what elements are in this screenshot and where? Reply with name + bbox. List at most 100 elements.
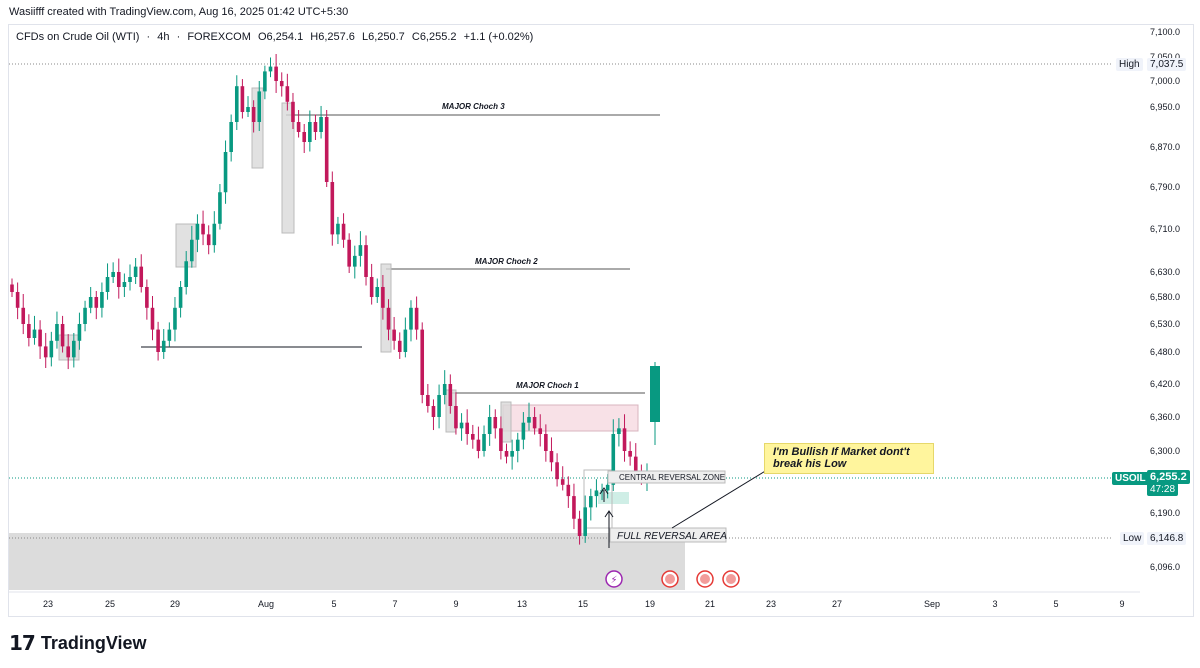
choch1-label[interactable]: MAJOR Choch 1 <box>516 381 579 390</box>
bullish-note[interactable]: I'm Bullish If Market dont't break his L… <box>764 443 934 474</box>
candle-body[interactable] <box>527 417 531 423</box>
last-candle-body[interactable] <box>650 366 660 422</box>
candle-body[interactable] <box>555 462 559 480</box>
candle-body[interactable] <box>572 496 576 519</box>
candle-body[interactable] <box>504 451 509 457</box>
candle-body[interactable] <box>431 406 436 417</box>
candle-body[interactable] <box>499 428 503 451</box>
candle-body[interactable] <box>251 107 256 122</box>
candle-body[interactable] <box>122 282 127 287</box>
candle-body[interactable] <box>381 287 385 308</box>
candle-body[interactable] <box>544 434 548 451</box>
price-chart[interactable]: MAJOR Choch 3 MAJOR Choch 2 MAJOR Choch … <box>0 0 1200 620</box>
candle-body[interactable] <box>274 66 278 81</box>
supply-zone[interactable] <box>502 404 639 432</box>
candle-body[interactable] <box>549 451 554 463</box>
time-axis[interactable]: 23 25 29 Aug 5 7 9 13 15 19 21 23 27 Sep 3 5 9 <box>43 599 1125 609</box>
candle-body[interactable] <box>43 346 48 358</box>
candle-body[interactable] <box>212 223 217 246</box>
candle-body[interactable] <box>150 307 155 330</box>
candle-body[interactable] <box>420 329 425 395</box>
candle-body[interactable] <box>296 122 301 132</box>
symbol-header[interactable]: CFDs on Crude Oil (WTI) · 4h · FOREXCOM … <box>16 31 537 43</box>
candle-body[interactable] <box>336 223 340 235</box>
candle-body[interactable] <box>628 451 632 457</box>
candle-body[interactable] <box>49 340 54 358</box>
candle-body[interactable] <box>487 417 492 434</box>
candle-body[interactable] <box>409 307 413 330</box>
candle-body[interactable] <box>94 297 99 308</box>
candle-body[interactable] <box>313 122 318 132</box>
candle-body[interactable] <box>88 297 93 308</box>
candle-body[interactable] <box>347 239 351 267</box>
candle-body[interactable] <box>397 340 402 352</box>
candle-body[interactable] <box>589 496 593 508</box>
price-axis[interactable]: 7,100.0 7,050.0 7,000.0 6,950.0 6,870.0 6,790… <box>1150 27 1180 572</box>
candle-body[interactable] <box>459 422 464 429</box>
candle-body[interactable] <box>246 107 250 112</box>
candle-body[interactable] <box>100 292 104 308</box>
candle-body[interactable] <box>240 86 245 112</box>
candle-body[interactable] <box>156 329 160 352</box>
candle-body[interactable] <box>364 245 368 277</box>
candle-body[interactable] <box>560 479 565 485</box>
symbol-name[interactable]: CFDs on Crude Oil (WTI) <box>16 31 140 43</box>
candle-body[interactable] <box>111 272 115 277</box>
candle-body[interactable] <box>386 307 391 330</box>
candle-body[interactable] <box>128 277 132 282</box>
candle-body[interactable] <box>392 329 396 341</box>
candle-body[interactable] <box>72 340 76 358</box>
candle-body[interactable] <box>622 428 627 451</box>
candle-body[interactable] <box>324 117 329 182</box>
candle-body[interactable] <box>617 428 621 434</box>
candle-body[interactable] <box>133 266 138 277</box>
symbol-tag[interactable]: USOIL <box>1112 472 1149 485</box>
reversal-zone-box[interactable] <box>598 492 629 504</box>
candle-body[interactable] <box>330 182 335 235</box>
candle-body[interactable] <box>414 307 419 330</box>
candle-body[interactable] <box>38 329 42 347</box>
candle-body[interactable] <box>27 324 31 338</box>
candle-body[interactable] <box>105 277 110 292</box>
candle-body[interactable] <box>566 484 571 497</box>
candle-body[interactable] <box>234 86 239 122</box>
candle-body[interactable] <box>195 223 200 240</box>
candle-body[interactable] <box>482 434 486 451</box>
candle-body[interactable] <box>577 518 582 536</box>
candle-body[interactable] <box>448 384 453 406</box>
candle-body[interactable] <box>633 456 638 474</box>
candle-body[interactable] <box>403 329 408 352</box>
candle-body[interactable] <box>229 122 233 152</box>
candle-body[interactable] <box>521 422 526 440</box>
candle-body[interactable] <box>465 422 469 434</box>
choch3-label[interactable]: MAJOR Choch 3 <box>442 102 505 111</box>
candle-body[interactable] <box>66 346 70 358</box>
candle-body[interactable] <box>201 223 205 235</box>
choch2-label[interactable]: MAJOR Choch 2 <box>475 257 538 266</box>
candle-body[interactable] <box>139 266 144 287</box>
candle-body[interactable] <box>173 307 177 330</box>
candle-body[interactable] <box>55 324 59 341</box>
candle-body[interactable] <box>190 239 194 262</box>
candle-body[interactable] <box>83 307 87 324</box>
candle-body[interactable] <box>308 122 312 142</box>
candle-body[interactable] <box>285 86 290 102</box>
candle-body[interactable] <box>302 132 307 142</box>
candle-body[interactable] <box>470 434 475 440</box>
candle-body[interactable] <box>476 439 481 451</box>
candle-body[interactable] <box>352 255 357 267</box>
candle-body[interactable] <box>21 307 26 324</box>
candle-body[interactable] <box>510 451 514 457</box>
candle-body[interactable] <box>161 340 166 352</box>
dividend-event-icon[interactable] <box>605 570 623 588</box>
candle-body[interactable] <box>60 324 65 347</box>
candle-body[interactable] <box>116 272 121 287</box>
candle-body[interactable] <box>437 395 441 417</box>
candles[interactable] <box>10 54 649 545</box>
candle-body[interactable] <box>223 152 228 193</box>
candle-body[interactable] <box>206 234 211 246</box>
full-reversal-label[interactable]: FULL REVERSAL AREA <box>617 531 727 542</box>
candle-body[interactable] <box>263 71 267 92</box>
candle-body[interactable] <box>493 417 498 429</box>
central-zone-label[interactable]: CENTRAL REVERSAL ZONE <box>619 473 725 482</box>
